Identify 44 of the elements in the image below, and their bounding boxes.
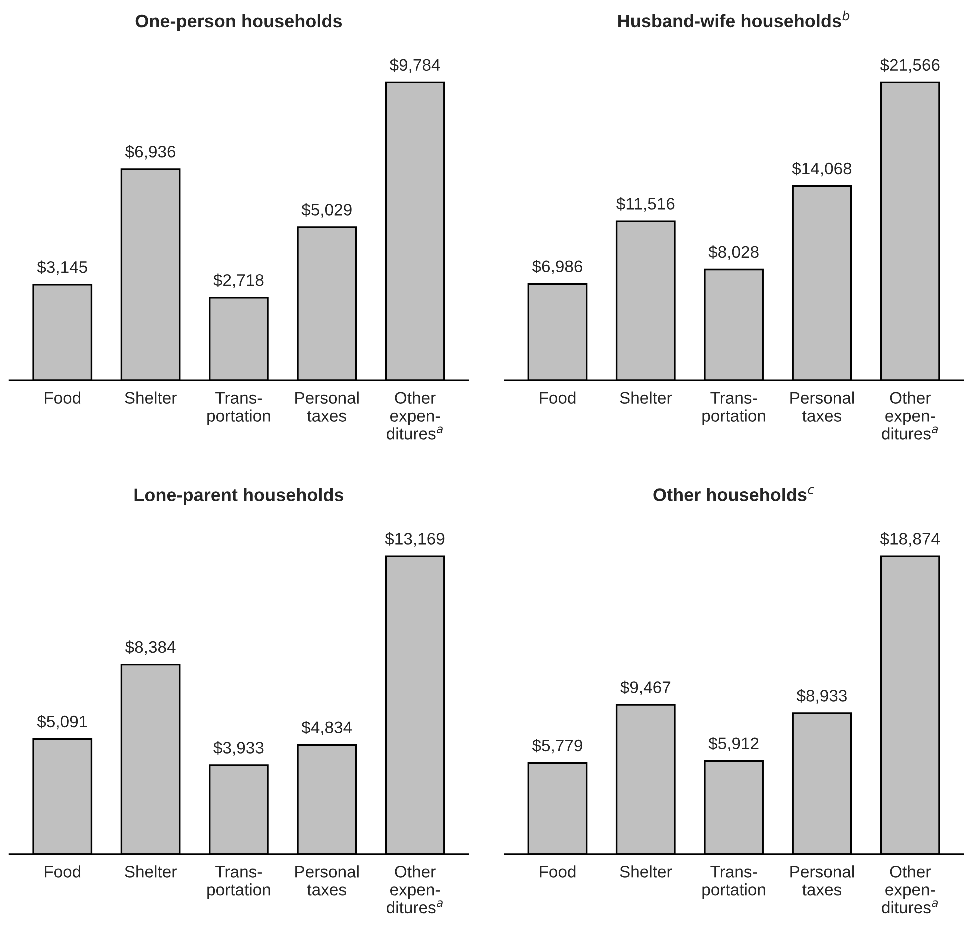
data-label: $21,566 [880,58,940,74]
x-tick-label: Food [540,392,576,404]
x-tick-label: Shelter [125,392,177,404]
x-tick-label: Trans- portation [208,392,270,426]
x-tick-label: Food [45,866,81,878]
data-label: $14,068 [792,162,852,177]
x-tick-label: Other expen- ditures$^{a}$ [387,392,443,440]
data-label: $8,933 [796,689,847,704]
data-label: $4,834 [302,720,352,736]
x-tick-label: Personal taxes [296,392,359,422]
x-tick-label: Trans- portation [208,866,270,900]
x-tick-label: Shelter [125,866,177,878]
data-label: $13,169 [385,532,445,547]
chart-title: One-person households [136,14,342,32]
chart-title: Other households$^{c}$ [654,487,814,502]
data-label: $5,912 [708,737,759,752]
data-label: $6,986 [532,260,582,274]
data-label: $9,784 [390,58,440,74]
data-label: $9,467 [620,680,671,696]
x-tick-label: Other expen- ditures$^{a}$ [882,392,938,440]
data-label: $6,936 [125,145,176,160]
chart-title: Husband-wife households$^{b}$ [618,10,850,28]
x-tick-label: Personal taxes [790,866,854,896]
chart-title: Lone-parent households [134,488,344,506]
x-tick-label: Personal taxes [790,392,854,422]
data-label: $8,028 [708,246,759,260]
data-label: $8,384 [125,640,176,656]
data-label: $3,145 [37,260,88,276]
data-label: $5,779 [532,739,582,754]
data-label: $5,091 [37,715,88,730]
data-label: $3,933 [214,741,264,756]
x-tick-label: Personal taxes [296,866,359,896]
x-tick-label: Shelter [620,392,672,404]
x-tick-label: Trans- portation [702,392,766,426]
data-label: $18,874 [880,532,940,547]
x-tick-label: Shelter [620,866,672,878]
x-tick-label: Food [540,866,576,878]
data-label: $5,029 [302,203,352,218]
data-label: $11,516 [616,197,675,212]
data-label: $2,718 [214,274,264,288]
x-tick-label: Trans- portation [702,866,766,900]
x-tick-label: Other expen- ditures$^{a}$ [387,866,443,914]
x-tick-label: Other expen- ditures$^{a}$ [882,866,938,914]
x-tick-label: Food [45,392,81,404]
